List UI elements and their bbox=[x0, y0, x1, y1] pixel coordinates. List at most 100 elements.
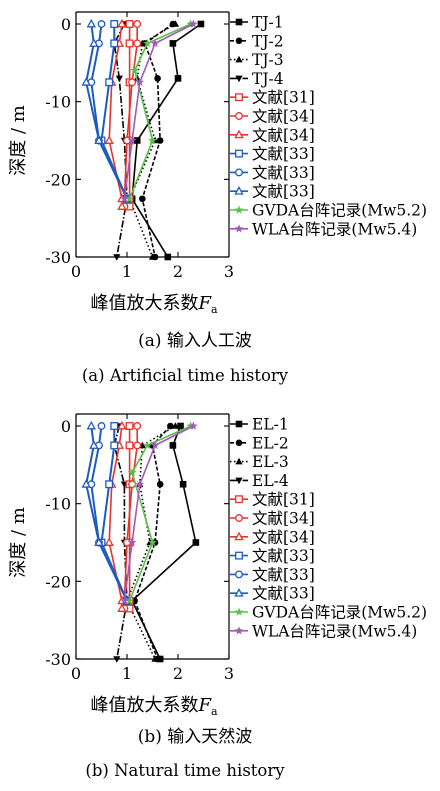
data-point bbox=[125, 422, 134, 430]
legend-label: 文献[31] bbox=[252, 89, 315, 107]
legend-marker bbox=[235, 93, 243, 102]
data-point bbox=[150, 38, 160, 48]
legend-label: EL-3 bbox=[252, 453, 289, 471]
caption-a-en: (a) Artificial time history bbox=[82, 366, 289, 385]
series-12 bbox=[120, 421, 198, 605]
legend-marker bbox=[235, 75, 243, 83]
data-point bbox=[143, 440, 152, 450]
y-tick-label: -30 bbox=[45, 248, 71, 267]
data-point bbox=[125, 20, 134, 28]
data-point bbox=[197, 20, 205, 28]
data-point bbox=[110, 20, 119, 28]
y-axis-label: 深度 / m bbox=[8, 105, 29, 176]
data-point bbox=[86, 420, 96, 430]
legend-label: 文献[33] bbox=[252, 566, 315, 584]
x-tick-label: 3 bbox=[224, 262, 234, 281]
data-point bbox=[156, 137, 164, 144]
data-point bbox=[171, 422, 180, 429]
data-point bbox=[130, 66, 140, 75]
series-9 bbox=[87, 20, 131, 203]
data-point bbox=[89, 38, 99, 47]
data-point bbox=[125, 441, 134, 450]
data-point bbox=[113, 656, 121, 663]
legend: TJ-1TJ-2TJ-3TJ-4文献[31]文献[34]文献[34]文献[33]… bbox=[230, 14, 427, 238]
data-point bbox=[133, 137, 141, 144]
data-point bbox=[192, 539, 200, 546]
data-point bbox=[104, 537, 114, 546]
legend-label: WLA台阵记录(Mw5.4) bbox=[252, 220, 417, 238]
x-axis-label: 峰值放大系数Fa bbox=[90, 293, 218, 316]
data-point bbox=[110, 441, 119, 450]
legend-marker bbox=[235, 112, 243, 120]
data-point bbox=[164, 253, 172, 261]
data-point bbox=[125, 194, 134, 203]
data-point bbox=[127, 537, 137, 547]
data-point bbox=[117, 18, 127, 28]
caption-b-cn: (b) 输入天然波 bbox=[138, 727, 253, 747]
legend-marker bbox=[235, 37, 243, 45]
legend-marker bbox=[234, 607, 244, 616]
legend-marker bbox=[235, 55, 243, 63]
legend-label: 文献[33] bbox=[252, 183, 315, 201]
legend-label: GVDA台阵记录(Mw5.2) bbox=[252, 604, 427, 622]
legend-label: TJ-2 bbox=[252, 32, 284, 50]
data-point bbox=[174, 75, 182, 82]
legend-marker bbox=[235, 439, 243, 447]
legend-label: EL-4 bbox=[252, 472, 289, 490]
series-line bbox=[123, 425, 194, 601]
series-line bbox=[131, 425, 197, 660]
data-point bbox=[177, 422, 184, 430]
series-2 bbox=[139, 20, 177, 261]
data-point bbox=[94, 135, 104, 144]
legend-label: TJ-1 bbox=[252, 14, 284, 32]
legend-marker bbox=[235, 570, 243, 579]
data-point bbox=[188, 421, 198, 430]
data-point bbox=[125, 596, 134, 605]
x-tick-label: 0 bbox=[71, 664, 81, 683]
data-point bbox=[97, 422, 106, 430]
legend-marker bbox=[235, 477, 243, 485]
legend-label: 文献[33] bbox=[252, 164, 315, 182]
data-point bbox=[89, 440, 99, 449]
legend-marker bbox=[235, 168, 243, 177]
data-point bbox=[148, 253, 157, 260]
y-tick-label: -20 bbox=[45, 572, 71, 591]
data-point bbox=[94, 537, 104, 546]
data-point bbox=[110, 39, 119, 48]
data-point bbox=[120, 194, 129, 203]
legend-marker bbox=[235, 18, 243, 26]
legend-marker bbox=[235, 495, 243, 504]
legend-label: EL-1 bbox=[252, 416, 289, 434]
data-point bbox=[123, 538, 131, 547]
data-point bbox=[179, 480, 187, 488]
x-tick-label: 2 bbox=[173, 664, 183, 683]
legend-label: 文献[33] bbox=[252, 145, 315, 163]
y-axis-label: 深度 / m bbox=[8, 507, 29, 578]
data-point bbox=[150, 440, 160, 450]
data-point bbox=[81, 479, 91, 488]
panel-a-chart: 0-10-20-300 1 2 3深度 / m峰值放大系数FaTJ-1TJ-2TJ-3… bbox=[8, 11, 427, 316]
caption-a-cn: (a) 输入人工波 bbox=[138, 331, 252, 351]
data-point bbox=[188, 19, 198, 28]
series-line bbox=[85, 23, 128, 200]
data-point bbox=[123, 136, 131, 145]
legend-marker bbox=[234, 129, 244, 139]
data-point bbox=[105, 78, 114, 87]
x-tick-label: 2 bbox=[173, 262, 183, 281]
data-point bbox=[97, 20, 106, 28]
data-point bbox=[105, 480, 114, 489]
x-axis-label: 峰值放大系数Fa bbox=[90, 695, 218, 718]
legend-marker bbox=[234, 224, 244, 233]
legend-label: TJ-4 bbox=[252, 70, 284, 88]
legend-label: 文献[34] bbox=[252, 126, 315, 144]
x-tick-label: 1 bbox=[122, 262, 132, 281]
legend-label: 文献[31] bbox=[252, 491, 315, 509]
data-point bbox=[171, 20, 180, 27]
series-line bbox=[141, 23, 174, 258]
y-tick-label: 0 bbox=[61, 15, 71, 34]
legend-marker bbox=[235, 551, 243, 560]
y-tick-label: -20 bbox=[45, 170, 71, 189]
legend-label: 文献[34] bbox=[252, 108, 315, 126]
series-10 bbox=[81, 18, 132, 203]
